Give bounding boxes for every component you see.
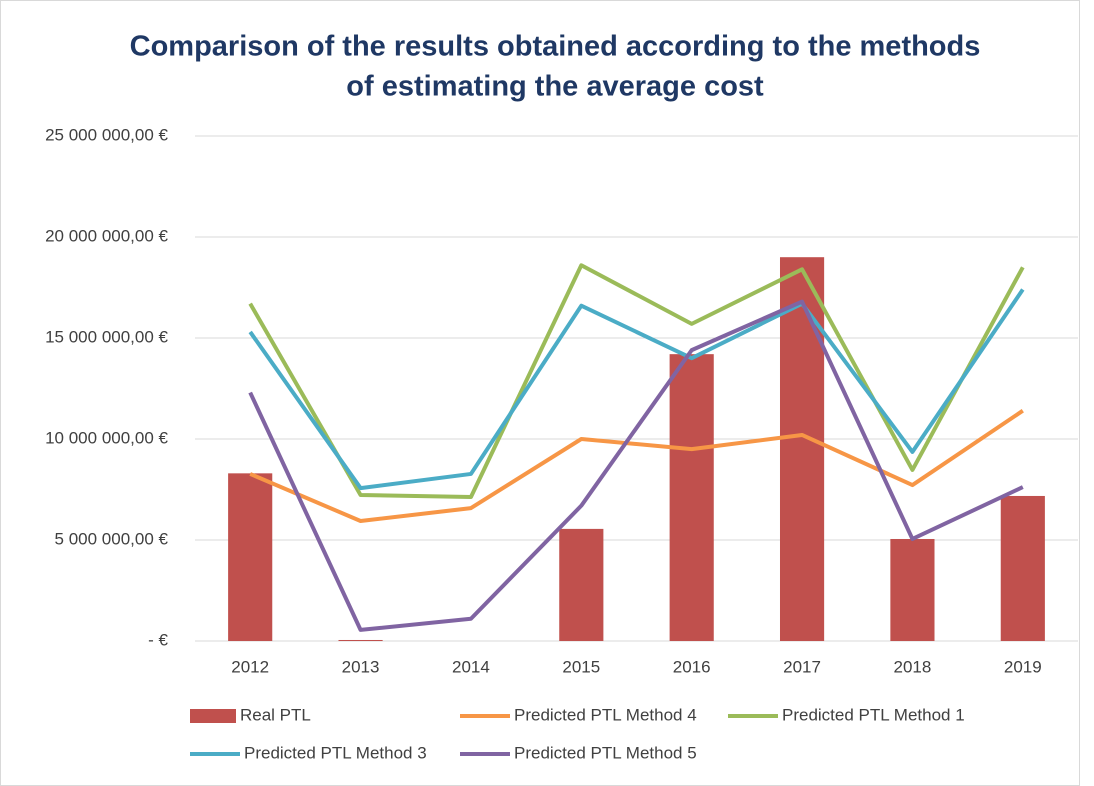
line	[248, 288, 1025, 491]
legend-label: Predicted PTL Method 3	[244, 743, 427, 762]
y-tick-label: 10 000 000,00 €	[45, 428, 168, 447]
x-tick-label: 2019	[1004, 657, 1042, 676]
line	[248, 299, 1024, 632]
y-tick-label: 20 000 000,00 €	[45, 226, 168, 245]
y-tick-label: - €	[148, 630, 168, 649]
x-tick-label: 2015	[562, 657, 600, 676]
bar	[1000, 495, 1045, 641]
x-tick-label: 2012	[231, 657, 269, 676]
chart-title: Comparison of the results obtained accor…	[130, 31, 981, 63]
legend-label: Predicted PTL Method 4	[514, 705, 697, 724]
line	[248, 263, 1025, 499]
x-tick-label: 2017	[783, 657, 821, 676]
legend-label: Predicted PTL Method 1	[782, 705, 965, 724]
legend-swatch	[190, 709, 236, 723]
x-tick-label: 2016	[673, 657, 711, 676]
y-tick-label: 5 000 000,00 €	[55, 529, 169, 548]
x-tick-label: 2014	[452, 657, 490, 676]
legend-label: Predicted PTL Method 5	[514, 743, 697, 762]
chart-title: of estimating the average cost	[346, 71, 764, 103]
bar	[559, 528, 604, 641]
line	[249, 409, 1024, 524]
y-tick-label: 15 000 000,00 €	[45, 327, 168, 346]
bar	[779, 257, 825, 641]
y-tick-label: 25 000 000,00 €	[45, 125, 168, 144]
x-tick-label: 2013	[342, 657, 380, 676]
x-tick-label: 2018	[894, 657, 932, 676]
bar	[228, 473, 273, 641]
bar	[890, 538, 935, 641]
legend-label: Real PTL	[240, 705, 311, 724]
bar	[669, 354, 714, 641]
bar	[338, 639, 383, 641]
